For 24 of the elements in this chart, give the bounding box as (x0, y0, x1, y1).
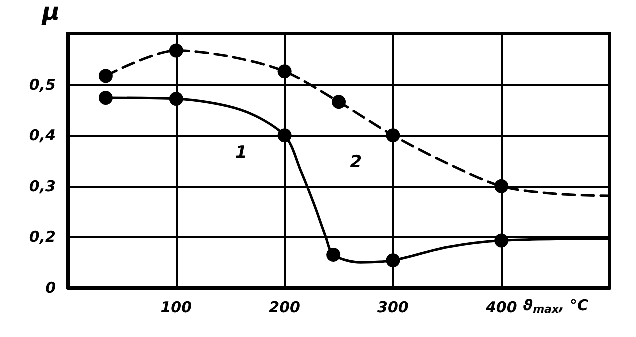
series-label: 1 (236, 143, 248, 164)
point (169, 92, 184, 106)
x-tick-label: 100 (160, 298, 192, 316)
y-tick-label: 0,2 (29, 228, 56, 246)
point (386, 128, 400, 143)
x-tick-label: 300 (378, 298, 409, 316)
point (98, 69, 113, 84)
y-tick-label: 0 (46, 279, 56, 297)
series-label: 2 (350, 152, 362, 173)
point (98, 91, 113, 106)
y-tick-label: 0,4 (29, 126, 56, 145)
point (494, 179, 509, 194)
point (386, 254, 400, 268)
y-tick-label: 0,5 (29, 76, 56, 94)
point (326, 248, 341, 262)
point (278, 64, 292, 79)
point (278, 128, 292, 143)
y-axis-title: μ (41, 0, 60, 26)
point (169, 44, 184, 58)
y-tick-label: 0,3 (29, 177, 56, 196)
x-tick-label: 200 (269, 298, 300, 316)
point (494, 234, 509, 248)
point (332, 95, 346, 110)
x-tick-label: 400 (484, 298, 518, 316)
